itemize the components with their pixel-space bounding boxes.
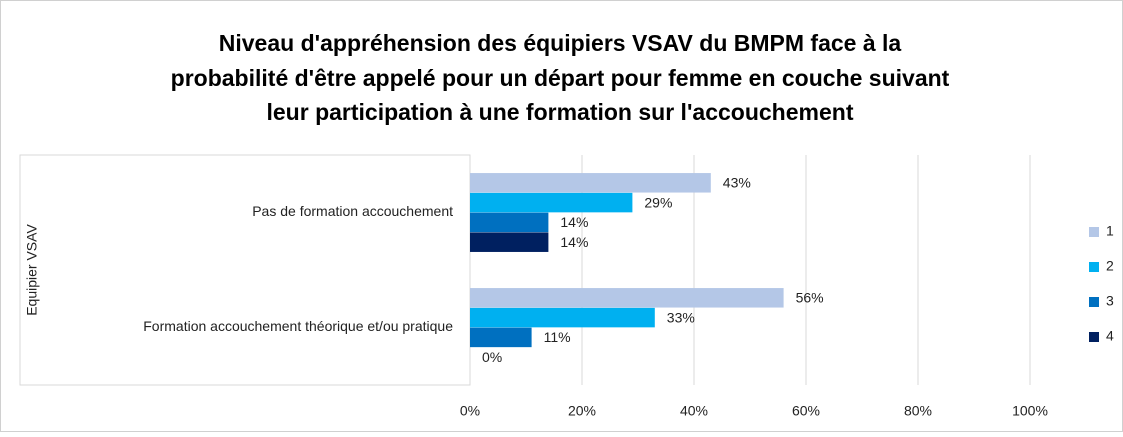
legend-swatch: [1089, 227, 1099, 237]
data-label: 0%: [482, 349, 502, 365]
data-label: 33%: [667, 309, 695, 325]
data-label: 11%: [544, 329, 571, 345]
legend-label: 4: [1106, 328, 1114, 344]
data-label: 56%: [796, 290, 824, 306]
legend-label: 3: [1106, 293, 1114, 309]
legend-label: 1: [1106, 223, 1114, 239]
x-tick-label: 0%: [460, 403, 480, 419]
legend-swatch: [1089, 332, 1099, 342]
chart-title: Niveau d'appréhension des équipiers VSAV…: [219, 30, 902, 56]
bar: [470, 192, 633, 213]
category-label: Pas de formation accouchement: [252, 203, 453, 219]
x-tick-label: 100%: [1012, 403, 1048, 419]
data-label: 43%: [723, 175, 751, 191]
bar: [470, 327, 532, 348]
bar: [470, 173, 711, 193]
chart-title: probabilité d'être appelé pour un départ…: [171, 65, 950, 91]
legend-label: 2: [1106, 258, 1114, 274]
bar: [470, 212, 549, 233]
x-tick-label: 20%: [568, 403, 596, 419]
legend-swatch: [1089, 262, 1099, 272]
bar: [470, 288, 784, 308]
chart-title: leur participation à une formation sur l…: [267, 99, 854, 125]
data-label: 14%: [560, 214, 588, 230]
y-axis-label: Equipier VSAV: [24, 224, 40, 316]
data-label: 29%: [644, 194, 672, 210]
bar: [470, 307, 655, 328]
x-tick-label: 80%: [904, 403, 932, 419]
bar: [470, 232, 549, 252]
category-label: Formation accouchement théorique et/ou p…: [143, 318, 453, 334]
data-label: 14%: [560, 234, 588, 250]
x-tick-label: 60%: [792, 403, 820, 419]
x-tick-label: 40%: [680, 403, 708, 419]
legend-swatch: [1089, 297, 1099, 307]
